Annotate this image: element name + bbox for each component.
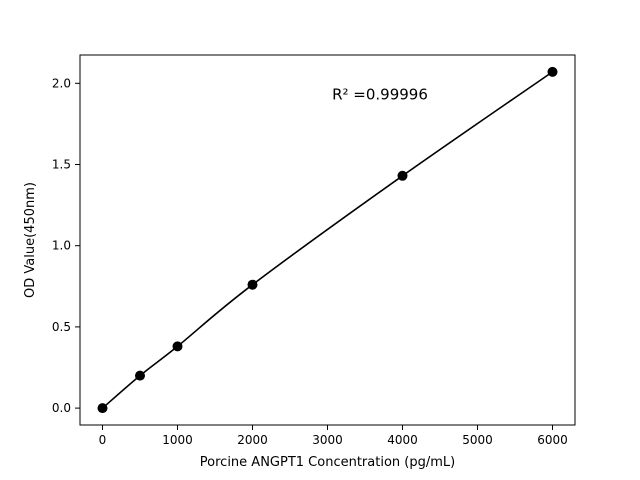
- x-tick-label: 6000: [537, 433, 568, 447]
- y-tick-label: 0.5: [52, 320, 71, 334]
- data-point: [135, 370, 145, 381]
- y-axis-label: OD Value(450nm): [23, 182, 38, 298]
- x-tick-label: 2000: [237, 433, 268, 447]
- y-tick-label: 1.0: [52, 239, 71, 253]
- x-tick-label: 1000: [162, 433, 193, 447]
- r-squared-annotation: R² =0.99996: [332, 86, 428, 104]
- data-point: [397, 170, 408, 181]
- data-point: [172, 341, 183, 352]
- x-tick-label: 4000: [387, 433, 418, 447]
- data-point: [247, 279, 258, 290]
- standard-curve-line: [101, 71, 553, 409]
- data-point: [97, 403, 108, 414]
- y-tick-label: 2.0: [52, 76, 71, 90]
- y-tick-label: 1.5: [52, 158, 71, 172]
- plot-area-border: [79, 54, 576, 426]
- y-tick-label: 0.0: [52, 401, 71, 415]
- x-axis-label: Porcine ANGPT1 Concentration (pg/mL): [200, 455, 455, 470]
- x-tick-label: 3000: [312, 433, 343, 447]
- data-point: [547, 66, 558, 77]
- x-tick-label: 5000: [462, 433, 493, 447]
- x-tick-label: 0: [99, 433, 107, 447]
